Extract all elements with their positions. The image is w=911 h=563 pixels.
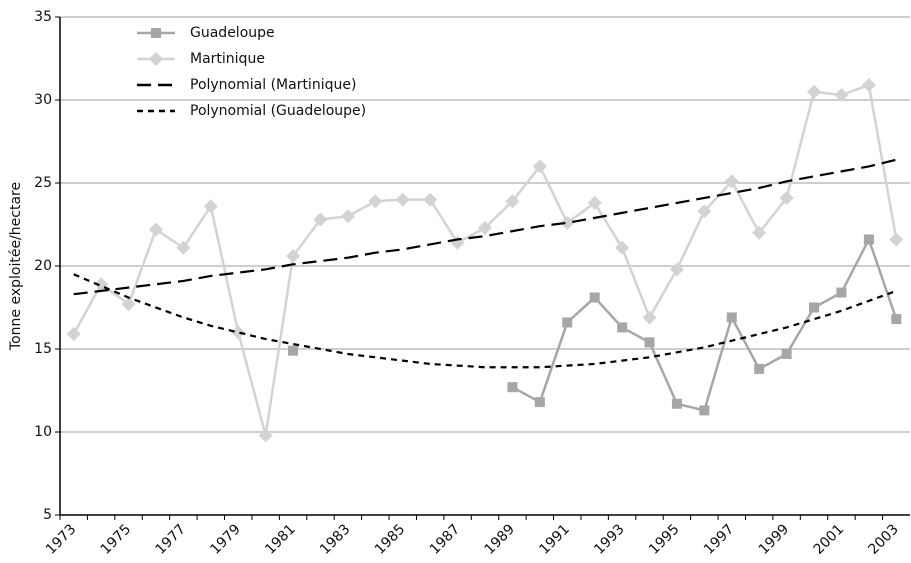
marker-diamond	[724, 174, 739, 189]
y-tick-label: 10	[34, 424, 52, 440]
legend-label: Polynomial (Guadeloupe)	[190, 103, 366, 119]
x-tick-label: 1995	[646, 521, 683, 558]
marker-diamond	[642, 310, 657, 325]
marker-square	[288, 345, 299, 356]
marker-diamond	[121, 297, 136, 312]
marker-square	[507, 382, 518, 393]
marker-diamond	[286, 249, 301, 264]
series-line	[73, 158, 897, 296]
marker-square	[562, 317, 573, 328]
marker-diamond	[203, 199, 218, 214]
series-line	[72, 83, 898, 436]
marker-diamond	[66, 327, 81, 342]
series-line	[73, 273, 897, 369]
marker-diamond	[231, 325, 246, 340]
marker-square	[809, 302, 820, 313]
marker-diamond	[752, 225, 767, 240]
x-tick-label: 1983	[317, 521, 354, 558]
x-tick-label: 2003	[865, 521, 902, 558]
marker-square	[781, 348, 792, 359]
marker-diamond	[340, 209, 355, 224]
marker-square	[891, 314, 902, 325]
y-tick-label: 5	[43, 507, 52, 523]
marker-diamond	[779, 190, 794, 205]
legend-label: Polynomial (Martinique)	[190, 77, 356, 93]
marker-square	[644, 337, 655, 348]
y-tick-label: 30	[34, 92, 52, 108]
x-tick-label: 1981	[262, 521, 299, 558]
marker-square	[863, 234, 874, 245]
marker-square	[151, 28, 161, 38]
x-tick-label: 1987	[427, 521, 464, 558]
marker-diamond	[560, 215, 575, 230]
marker-square	[836, 287, 847, 298]
legend-label: Guadeloupe	[190, 25, 275, 41]
marker-diamond	[861, 78, 876, 93]
x-tick-label: 1999	[756, 521, 793, 558]
x-tick-label: 1997	[701, 521, 738, 558]
marker-diamond	[505, 194, 520, 209]
marker-square	[699, 405, 710, 416]
y-tick-label: 20	[34, 258, 52, 274]
marker-diamond	[450, 235, 465, 250]
marker-square	[671, 398, 682, 409]
x-tick-label: 1989	[482, 521, 519, 558]
y-tick-label: 25	[34, 175, 52, 191]
marker-diamond	[669, 262, 684, 277]
marker-diamond	[889, 232, 904, 247]
marker-diamond	[807, 84, 822, 99]
x-tick-label: 1985	[372, 521, 409, 558]
marker-diamond	[176, 240, 191, 255]
marker-diamond	[532, 159, 547, 174]
marker-diamond	[368, 194, 383, 209]
marker-diamond	[834, 88, 849, 103]
marker-diamond	[149, 52, 163, 66]
marker-square	[726, 312, 737, 323]
marker-diamond	[258, 428, 273, 443]
marker-diamond	[423, 192, 438, 207]
x-tick-label: 1973	[43, 521, 80, 558]
marker-square	[534, 397, 545, 408]
x-tick-label: 1977	[153, 521, 190, 558]
y-axis-label: Tonne exploitée/hectare	[8, 182, 24, 351]
x-tick-label: 2001	[811, 521, 848, 558]
x-tick-label: 1993	[591, 521, 628, 558]
y-tick-label: 15	[34, 341, 52, 357]
marker-diamond	[697, 204, 712, 219]
marker-square	[589, 292, 600, 303]
x-tick-label: 1979	[207, 521, 244, 558]
marker-diamond	[148, 222, 163, 237]
marker-diamond	[615, 240, 630, 255]
marker-diamond	[395, 192, 410, 207]
x-tick-label: 1975	[98, 521, 135, 558]
marker-diamond	[478, 220, 492, 235]
marker-square	[754, 363, 765, 374]
marker-square	[617, 322, 628, 333]
legend-label: Martinique	[190, 51, 265, 67]
marker-diamond	[587, 195, 602, 210]
marker-diamond	[313, 212, 328, 227]
x-tick-label: 1991	[536, 521, 573, 558]
y-tick-label: 35	[34, 9, 52, 25]
